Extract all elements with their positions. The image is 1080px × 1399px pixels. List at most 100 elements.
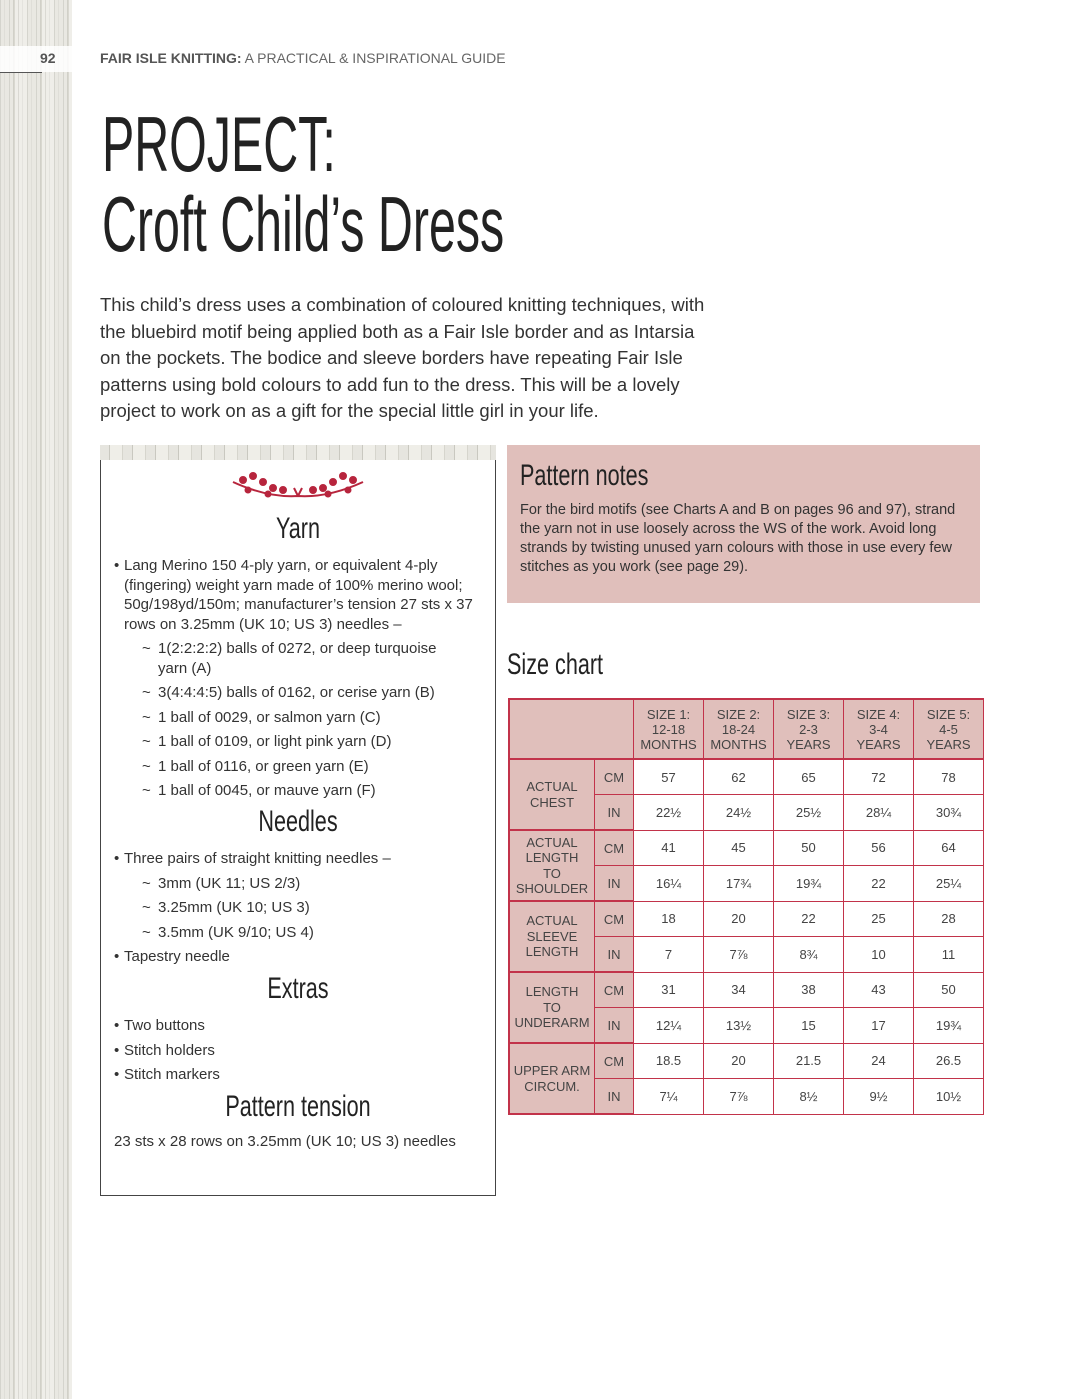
size-header-line: MONTHS bbox=[710, 736, 767, 752]
yarn-section: Yarn Lang Merino 150 4-ply yarn, or equi… bbox=[100, 512, 496, 806]
value-cell-in: 28¼ bbox=[843, 794, 914, 831]
label-line: TO bbox=[543, 999, 561, 1015]
size-header-line: MONTHS bbox=[640, 736, 697, 752]
measurement-label: UPPER ARM CIRCUM. bbox=[508, 1042, 595, 1115]
unit-cm: CM bbox=[594, 900, 634, 937]
value-cell-cm: 57 bbox=[633, 758, 704, 795]
value-cell-cm: 20 bbox=[703, 900, 774, 937]
measurement-row-in: IN 16¼ 17¾ 19¾ 22 25¼ bbox=[509, 865, 984, 902]
value-cell-cm: 72 bbox=[843, 758, 914, 795]
needle-size-item: 3.25mm (UK 10; US 3) bbox=[100, 898, 496, 918]
unit-cm: CM bbox=[594, 1042, 634, 1079]
value-cell-cm: 56 bbox=[843, 829, 914, 866]
label-line: CHEST bbox=[529, 794, 575, 810]
value-cell-cm: 38 bbox=[773, 971, 844, 1008]
measurement-row-cm: UPPER ARM CIRCUM. CM 18.5 20 21.5 24 26.5 bbox=[508, 1042, 984, 1115]
page-number-rule bbox=[0, 72, 42, 73]
value-cell-cm: 24 bbox=[843, 1042, 914, 1079]
value-cell-in: 15 bbox=[773, 1007, 844, 1044]
measurement-label: ACTUAL SLEEVE LENGTH bbox=[508, 900, 595, 973]
measurement-row-in: IN 7 7⅞ 8¾ 10 11 bbox=[509, 936, 984, 973]
value-cell-in: 17 bbox=[843, 1007, 914, 1044]
value-cell-cm: 18 bbox=[633, 900, 704, 937]
needles-main-item: Three pairs of straight knitting needles… bbox=[100, 849, 496, 869]
measurement-label: ACTUAL LENGTH TO SHOULDER bbox=[508, 829, 595, 902]
label-line: LENGTH bbox=[525, 850, 579, 865]
book-title-bold: FAIR ISLE KNITTING: bbox=[100, 50, 242, 66]
measurement-row-cm: ACTUAL LENGTH TO SHOULDER CM 41 45 50 56 64 bbox=[508, 829, 984, 902]
value-cell-in: 19¾ bbox=[773, 865, 844, 902]
unit-cm: CM bbox=[594, 971, 634, 1008]
label-line: SLEEVE bbox=[526, 928, 578, 944]
size-header-line: SIZE 4: bbox=[856, 706, 901, 722]
value-cell-in: 30¾ bbox=[913, 794, 984, 831]
yarn-sub-item: 1 ball of 0109, or light pink yarn (D) bbox=[100, 732, 482, 752]
size-column-header: SIZE 1: 12-18 MONTHS bbox=[633, 698, 704, 760]
title-line-1: PROJECT: bbox=[102, 100, 336, 188]
size-header-line: YEARS bbox=[786, 736, 831, 752]
unit-in: IN bbox=[594, 1078, 634, 1115]
yarn-sub-item: 1 ball of 0045, or mauve yarn (F) bbox=[100, 781, 482, 801]
tension-text: 23 sts x 28 rows on 3.25mm (UK 10; US 3)… bbox=[114, 1133, 456, 1150]
pattern-notes-heading: Pattern notes bbox=[520, 459, 649, 492]
size-chart-heading: Size chart bbox=[507, 648, 604, 681]
wood-texture-strip bbox=[0, 0, 72, 1399]
value-cell-in: 10 bbox=[843, 936, 914, 973]
unit-cm: CM bbox=[594, 829, 634, 866]
label-line: ACTUAL bbox=[526, 779, 578, 794]
label-line: ACTUAL bbox=[526, 834, 578, 850]
value-cell-cm: 45 bbox=[703, 829, 774, 866]
measurement-row-cm: ACTUAL SLEEVE LENGTH CM 18 20 22 25 28 bbox=[508, 900, 984, 973]
value-cell-in: 7 bbox=[633, 936, 704, 973]
size-header-row: SIZE 1: 12-18 MONTHS SIZE 2: 18-24 MONTHS SIZE… bbox=[508, 698, 984, 760]
page-title: PROJECT: Croft Child’s Dress bbox=[102, 104, 504, 264]
materials-box-wood-header bbox=[100, 445, 496, 460]
label-line: LENGTH bbox=[525, 984, 579, 1000]
extras-item: Stitch holders bbox=[100, 1041, 496, 1061]
size-header-line: SIZE 1: bbox=[646, 706, 691, 722]
value-cell-cm: 65 bbox=[773, 758, 844, 795]
value-cell-in: 19¾ bbox=[913, 1007, 984, 1044]
needle-size-item: 3.5mm (UK 9/10; US 4) bbox=[100, 923, 496, 943]
value-cell-cm: 21.5 bbox=[773, 1042, 844, 1079]
value-cell-cm: 18.5 bbox=[633, 1042, 704, 1079]
value-cell-cm: 26.5 bbox=[913, 1042, 984, 1079]
measurement-label: LENGTH TO UNDERARM bbox=[508, 971, 595, 1044]
needle-size-item: 3mm (UK 11; US 2/3) bbox=[100, 874, 496, 894]
size-column-header: SIZE 5: 4-5 YEARS bbox=[913, 698, 984, 760]
value-cell-in: 8½ bbox=[773, 1078, 844, 1115]
value-cell-in: 7⅞ bbox=[703, 1078, 774, 1115]
label-line: TO bbox=[543, 865, 561, 881]
label-line: UPPER ARM bbox=[513, 1063, 591, 1078]
leaf-vine-ornament-icon bbox=[232, 472, 364, 498]
size-header-line: 12-18 bbox=[651, 721, 686, 737]
size-header-line: SIZE 5: bbox=[926, 706, 971, 722]
size-chart-table: SIZE 1: 12-18 MONTHS SIZE 2: 18-24 MONTHS SIZE… bbox=[508, 698, 984, 1115]
value-cell-cm: 50 bbox=[913, 971, 984, 1008]
label-line: LENGTH bbox=[525, 944, 579, 960]
size-header-line: SIZE 2: bbox=[716, 706, 761, 722]
value-cell-cm: 62 bbox=[703, 758, 774, 795]
pattern-notes-text: For the bird motifs (see Charts A and B … bbox=[520, 502, 956, 575]
size-header-line: 18-24 bbox=[721, 721, 756, 737]
tapestry-needle-item: Tapestry needle bbox=[100, 947, 496, 967]
page-number: 92 bbox=[40, 50, 56, 66]
value-cell-in: 17¾ bbox=[703, 865, 774, 902]
label-line: ACTUAL bbox=[526, 913, 578, 929]
measurement-row-cm: LENGTH TO UNDERARM CM 31 34 38 43 50 bbox=[508, 971, 984, 1044]
size-header-line: YEARS bbox=[926, 736, 971, 752]
yarn-sub-item: 3(4:4:4:5) balls of 0162, or cerise yarn… bbox=[100, 683, 482, 703]
yarn-sub-item: 1(2:2:2:2) balls of 0272, or deep turquo… bbox=[100, 639, 482, 678]
yarn-sub-item: 1 ball of 0029, or salmon yarn (C) bbox=[100, 708, 482, 728]
label-line: SHOULDER bbox=[515, 881, 589, 896]
tension-heading: Pattern tension bbox=[225, 1090, 371, 1123]
value-cell-in: 25¼ bbox=[913, 865, 984, 902]
value-cell-in: 25½ bbox=[773, 794, 844, 831]
unit-in: IN bbox=[594, 1007, 634, 1044]
value-cell-cm: 78 bbox=[913, 758, 984, 795]
label-line: UNDERARM bbox=[514, 1015, 590, 1031]
measurement-row-in: IN 12¼ 13½ 15 17 19¾ bbox=[509, 1007, 984, 1044]
extras-section: Extras Two buttons Stitch holders Stitch… bbox=[100, 972, 496, 1090]
value-cell-in: 7¼ bbox=[633, 1078, 704, 1115]
size-column-header: SIZE 4: 3-4 YEARS bbox=[843, 698, 914, 760]
